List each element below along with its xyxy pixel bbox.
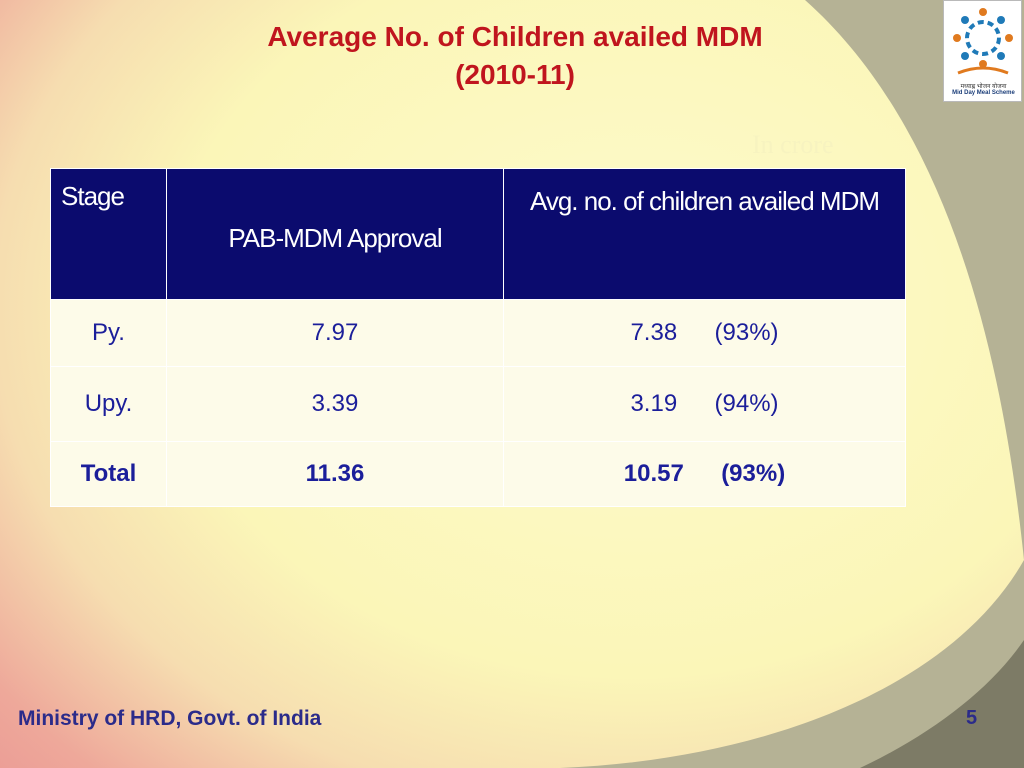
title-line-1: Average No. of Children availed MDM xyxy=(267,21,763,52)
header-approval: PAB-MDM Approval xyxy=(166,168,504,300)
cell-approval: 3.39 xyxy=(166,366,504,442)
mid-day-meal-logo: मध्याह्न भोजन योजना Mid Day Meal Scheme xyxy=(943,0,1022,102)
header-stage-label: Stage xyxy=(61,181,125,211)
logo-text-english: Mid Day Meal Scheme xyxy=(952,90,1015,96)
title-line-2: (2010-11) xyxy=(455,59,575,90)
header-availed: Avg. no. of children availed MDM xyxy=(503,168,906,300)
cell-stage: Py. xyxy=(50,299,167,367)
cell-approval: 7.97 xyxy=(166,299,504,367)
header-approval-label: PAB-MDM Approval xyxy=(228,223,442,253)
unit-note: In crore xyxy=(752,130,834,159)
page-number: 5 xyxy=(966,707,978,729)
cell-stage: Upy. xyxy=(50,366,167,442)
logo-emblem-icon xyxy=(953,8,1013,75)
table-row: Upy. 3.39 3.19 (94%) xyxy=(50,366,906,442)
availed-percent: (94%) xyxy=(714,390,779,417)
table-header-row: Stage PAB-MDM Approval Avg. no. of child… xyxy=(50,168,906,300)
availed-percent: (93%) xyxy=(714,319,779,346)
availed-percent: (93%) xyxy=(721,460,786,487)
cell-approval: 11.36 xyxy=(166,441,504,507)
header-availed-label: Avg. no. of children availed MDM xyxy=(529,186,880,216)
availed-value: 3.19 xyxy=(630,390,678,417)
cell-availed: 10.57 (93%) xyxy=(503,441,906,507)
slide-title: Average No. of Children availed MDM (201… xyxy=(170,18,860,94)
availed-value: 10.57 xyxy=(623,460,684,487)
cell-stage: Total xyxy=(50,441,167,507)
logo-text-hindi: मध्याह्न भोजन योजना xyxy=(960,84,1007,90)
table-row-total: Total 11.36 10.57 (93%) xyxy=(50,441,906,507)
header-stage: Stage xyxy=(50,168,167,300)
availed-value: 7.38 xyxy=(630,319,678,346)
table-row: Py. 7.97 7.38 (93%) xyxy=(50,299,906,367)
footer-ministry: Ministry of HRD, Govt. of India xyxy=(18,707,322,730)
children-availed-table: Stage PAB-MDM Approval Avg. no. of child… xyxy=(50,168,906,507)
cell-availed: 3.19 (94%) xyxy=(503,366,906,442)
cell-availed: 7.38 (93%) xyxy=(503,299,906,367)
